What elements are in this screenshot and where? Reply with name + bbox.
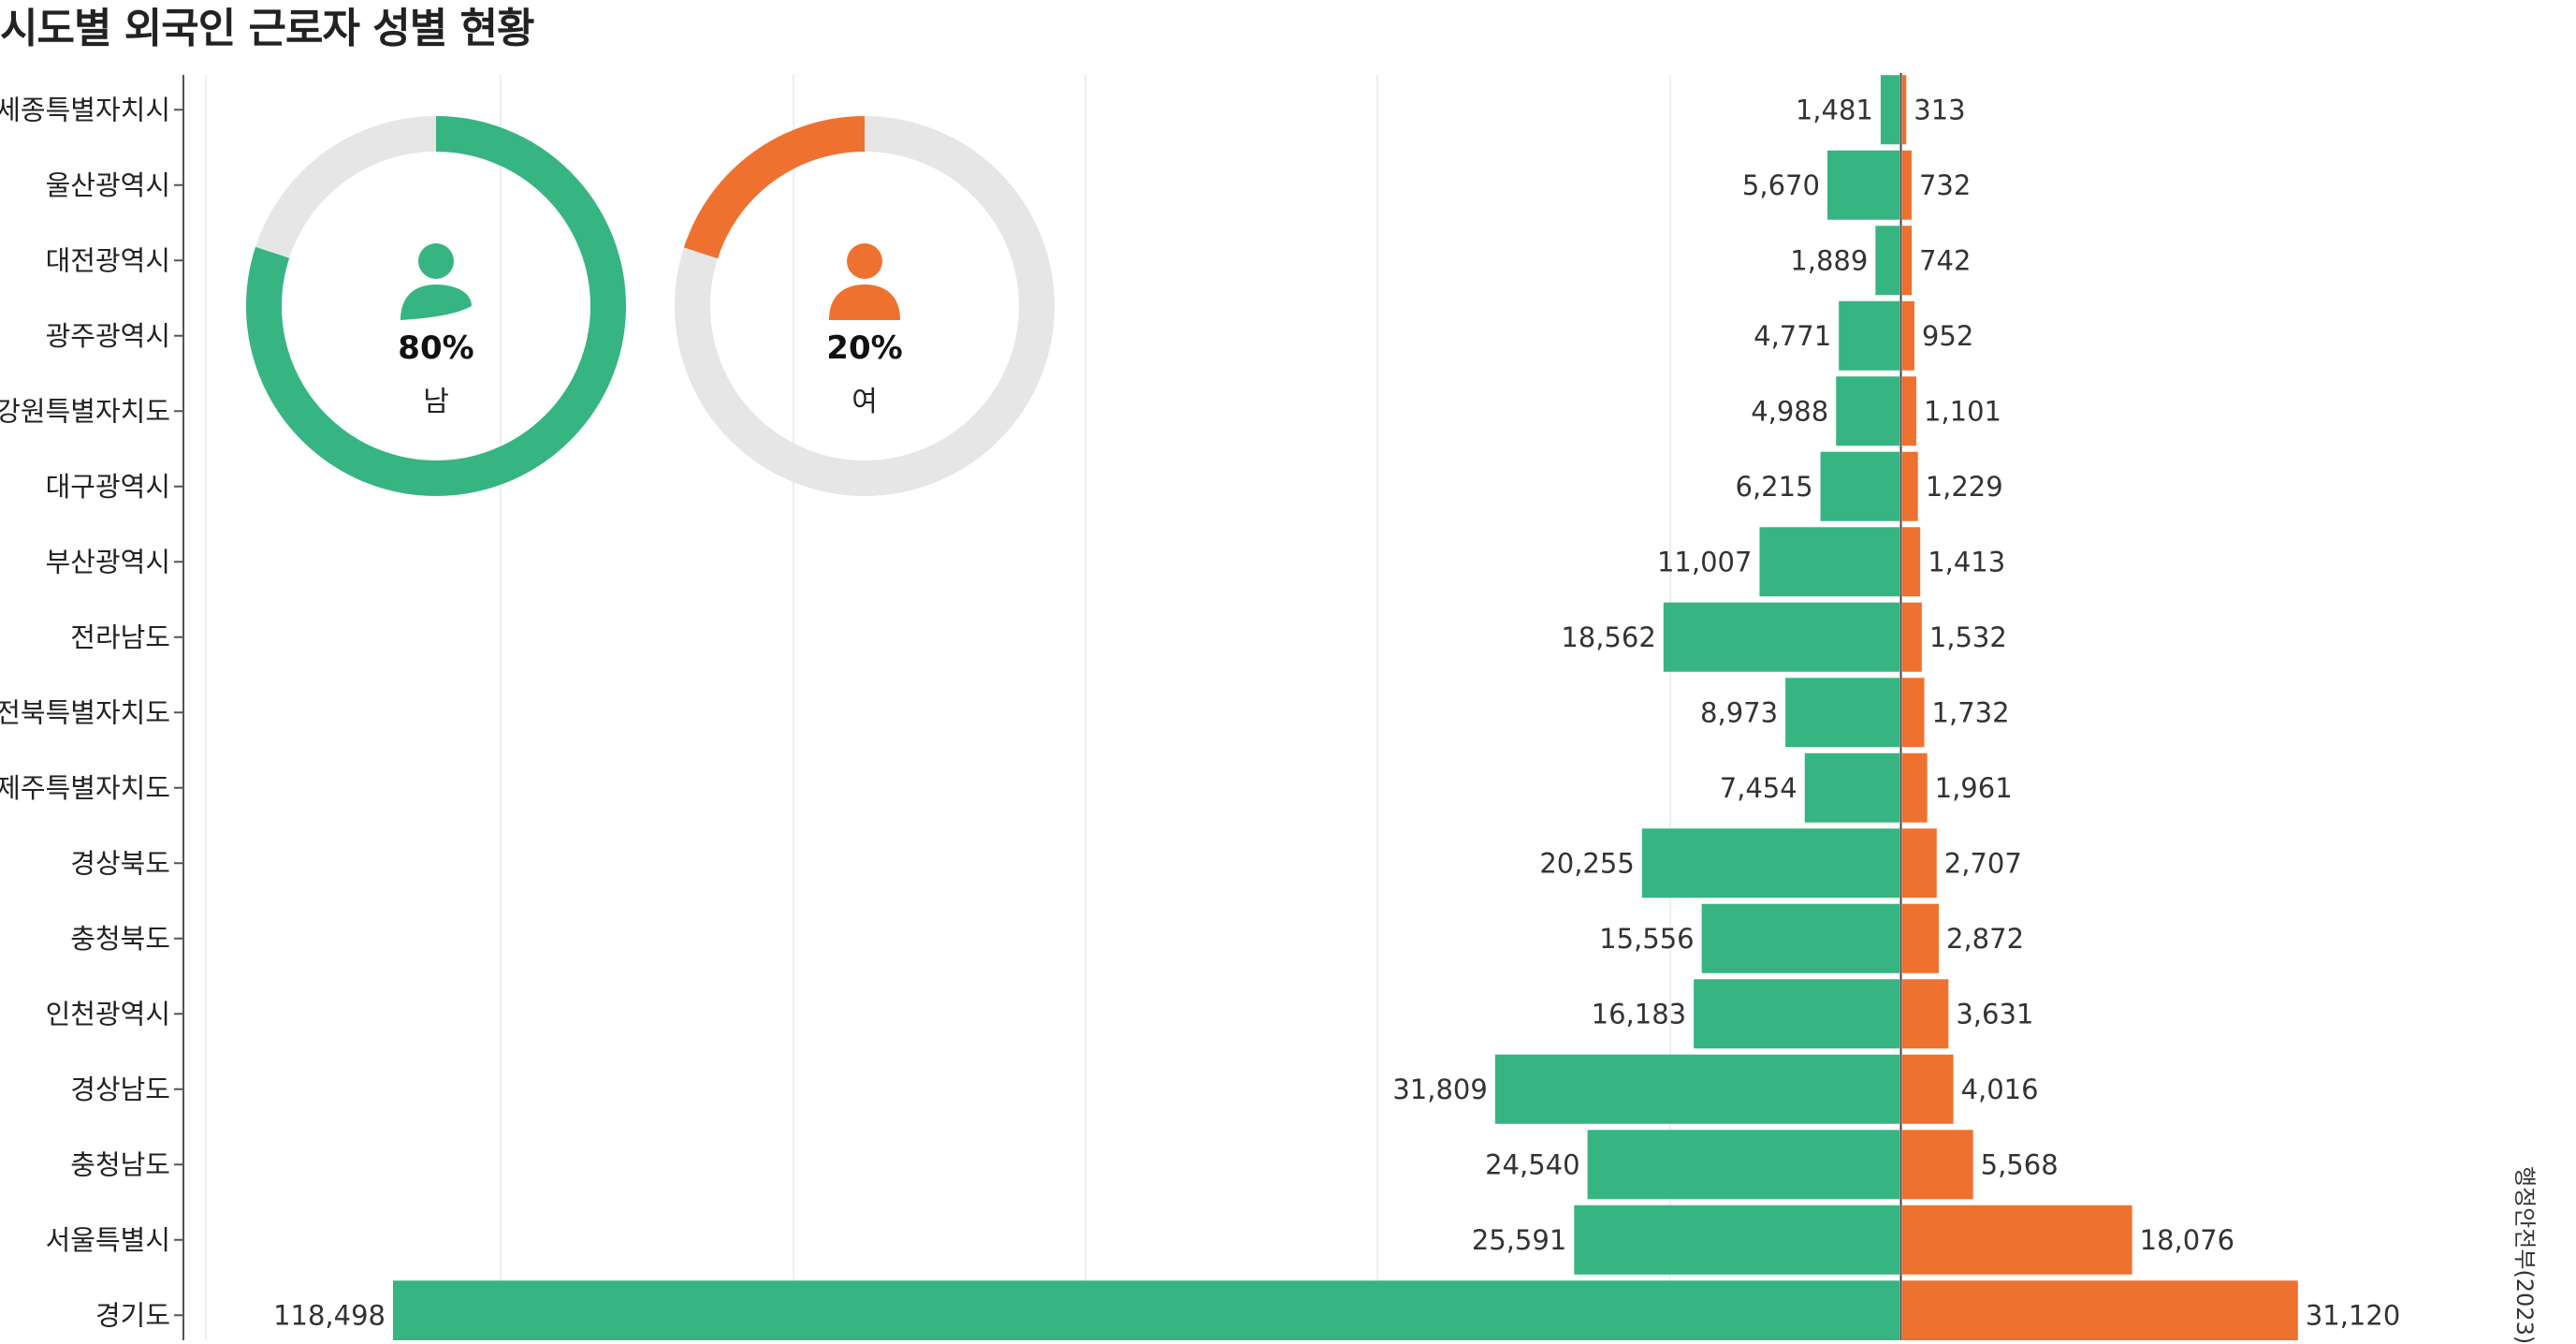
source-note: 행정안전부(2023) [2511,1166,2538,1344]
category-label: 강원특별자치도 [0,395,170,427]
female-value-label: 1,532 [1929,621,2007,653]
category-label: 울산광역시 [46,169,170,201]
female-bar [1902,75,1907,145]
female-value-label: 952 [1922,320,1973,352]
male-bar [1574,1205,1899,1275]
category-label: 세종특별자치시 [0,94,170,125]
female-value-label: 31,120 [2306,1299,2400,1331]
female-value-label: 3,631 [1956,998,2033,1030]
female-bar [1902,903,1940,973]
category-label: 경기도 [95,1299,170,1331]
female-bar [1902,602,1922,672]
female-value-label: 4,016 [1961,1074,2039,1105]
male-value-label: 8,973 [1700,696,1778,728]
female-value-label: 1,961 [1935,772,2013,804]
person-icon [829,243,900,320]
female-donut [675,116,1055,496]
female-percent: 20% [826,329,903,367]
male-value-label: 31,809 [1392,1074,1487,1105]
female-bar [1902,828,1937,898]
female-value-label: 2,707 [1944,847,2022,879]
female-label: 여 [851,386,878,418]
category-label: 경상북도 [70,847,170,879]
category-label: 제주특별자치도 [0,772,170,804]
female-bar [1902,451,1918,521]
male-bar [1839,300,1899,371]
male-value-label: 6,215 [1736,471,1813,503]
category-label: 대전광역시 [46,244,170,276]
male-donut-arc [246,116,626,496]
male-value-label: 5,670 [1742,169,1820,201]
male-value-label: 20,255 [1539,847,1634,879]
male-value-label: 15,556 [1599,923,1694,955]
male-value-label: 4,988 [1751,395,1828,427]
male-label: 남 [423,386,449,418]
male-value-label: 25,591 [1472,1224,1566,1256]
female-value-label: 742 [1919,244,1971,276]
male-bar [1701,903,1899,973]
female-value-label: 1,413 [1928,546,2005,577]
male-bar [1880,75,1899,145]
category-label: 서울특별시 [46,1224,170,1256]
male-bar [1804,752,1899,823]
male-value-label: 24,540 [1485,1148,1579,1180]
female-value-label: 732 [1919,169,1971,201]
category-label: 대구광역시 [46,471,170,503]
male-value-label: 1,481 [1796,94,1873,125]
male-percent: 80% [398,329,474,367]
female-value-label: 5,568 [1981,1148,2059,1180]
male-bar [1875,226,1899,296]
category-label: 전북특별자치도 [0,696,170,728]
male-bar [1836,376,1899,446]
female-value-label: 1,101 [1924,395,2001,427]
male-bar [1587,1130,1899,1200]
male-value-label: 18,562 [1561,621,1655,653]
female-donut-arc [675,116,1055,496]
female-bar [1902,226,1913,296]
male-bar [1785,678,1899,748]
category-label: 광주광역시 [46,320,170,352]
male-bar [393,1280,1899,1340]
female-value-label: 313 [1914,94,1965,125]
category-label: 전라남도 [70,621,170,653]
male-bar [1641,828,1899,898]
female-bar [1902,300,1914,371]
female-bar [1902,1205,2132,1275]
female-bar [1902,752,1928,823]
female-bar [1902,1130,1973,1200]
category-label: 인천광역시 [46,998,170,1030]
male-value-label: 11,007 [1657,546,1752,577]
category-label: 충청북도 [70,923,170,955]
male-bar [1826,150,1899,220]
chart-title: 시도별 외국인 근로자 성별 현황 [0,5,535,52]
female-bar [1902,979,1949,1049]
male-value-label: 4,771 [1754,320,1831,352]
female-value-label: 2,872 [1946,923,2024,955]
male-bar [1663,602,1899,672]
female-bar [1902,1054,1954,1124]
female-value-label: 1,732 [1932,696,2010,728]
male-bar [1494,1054,1899,1124]
female-bar [1902,150,1912,220]
male-bar [1694,979,1899,1049]
male-value-label: 118,498 [273,1299,386,1331]
female-bar [1902,1280,2298,1340]
category-label: 경상남도 [70,1074,170,1105]
female-bar [1902,376,1916,446]
category-label: 부산광역시 [46,546,170,577]
male-value-label: 1,889 [1790,244,1868,276]
female-value-label: 18,076 [2140,1224,2234,1256]
category-label: 충청남도 [70,1148,170,1180]
male-value-label: 16,183 [1592,998,1686,1030]
male-donut [246,116,626,496]
male-value-label: 7,454 [1720,772,1797,804]
male-bar [1820,451,1899,521]
person-icon [400,243,472,320]
female-bar [1902,527,1921,597]
female-value-label: 1,229 [1926,471,2003,503]
female-bar [1902,678,1925,748]
male-bar [1759,527,1899,597]
